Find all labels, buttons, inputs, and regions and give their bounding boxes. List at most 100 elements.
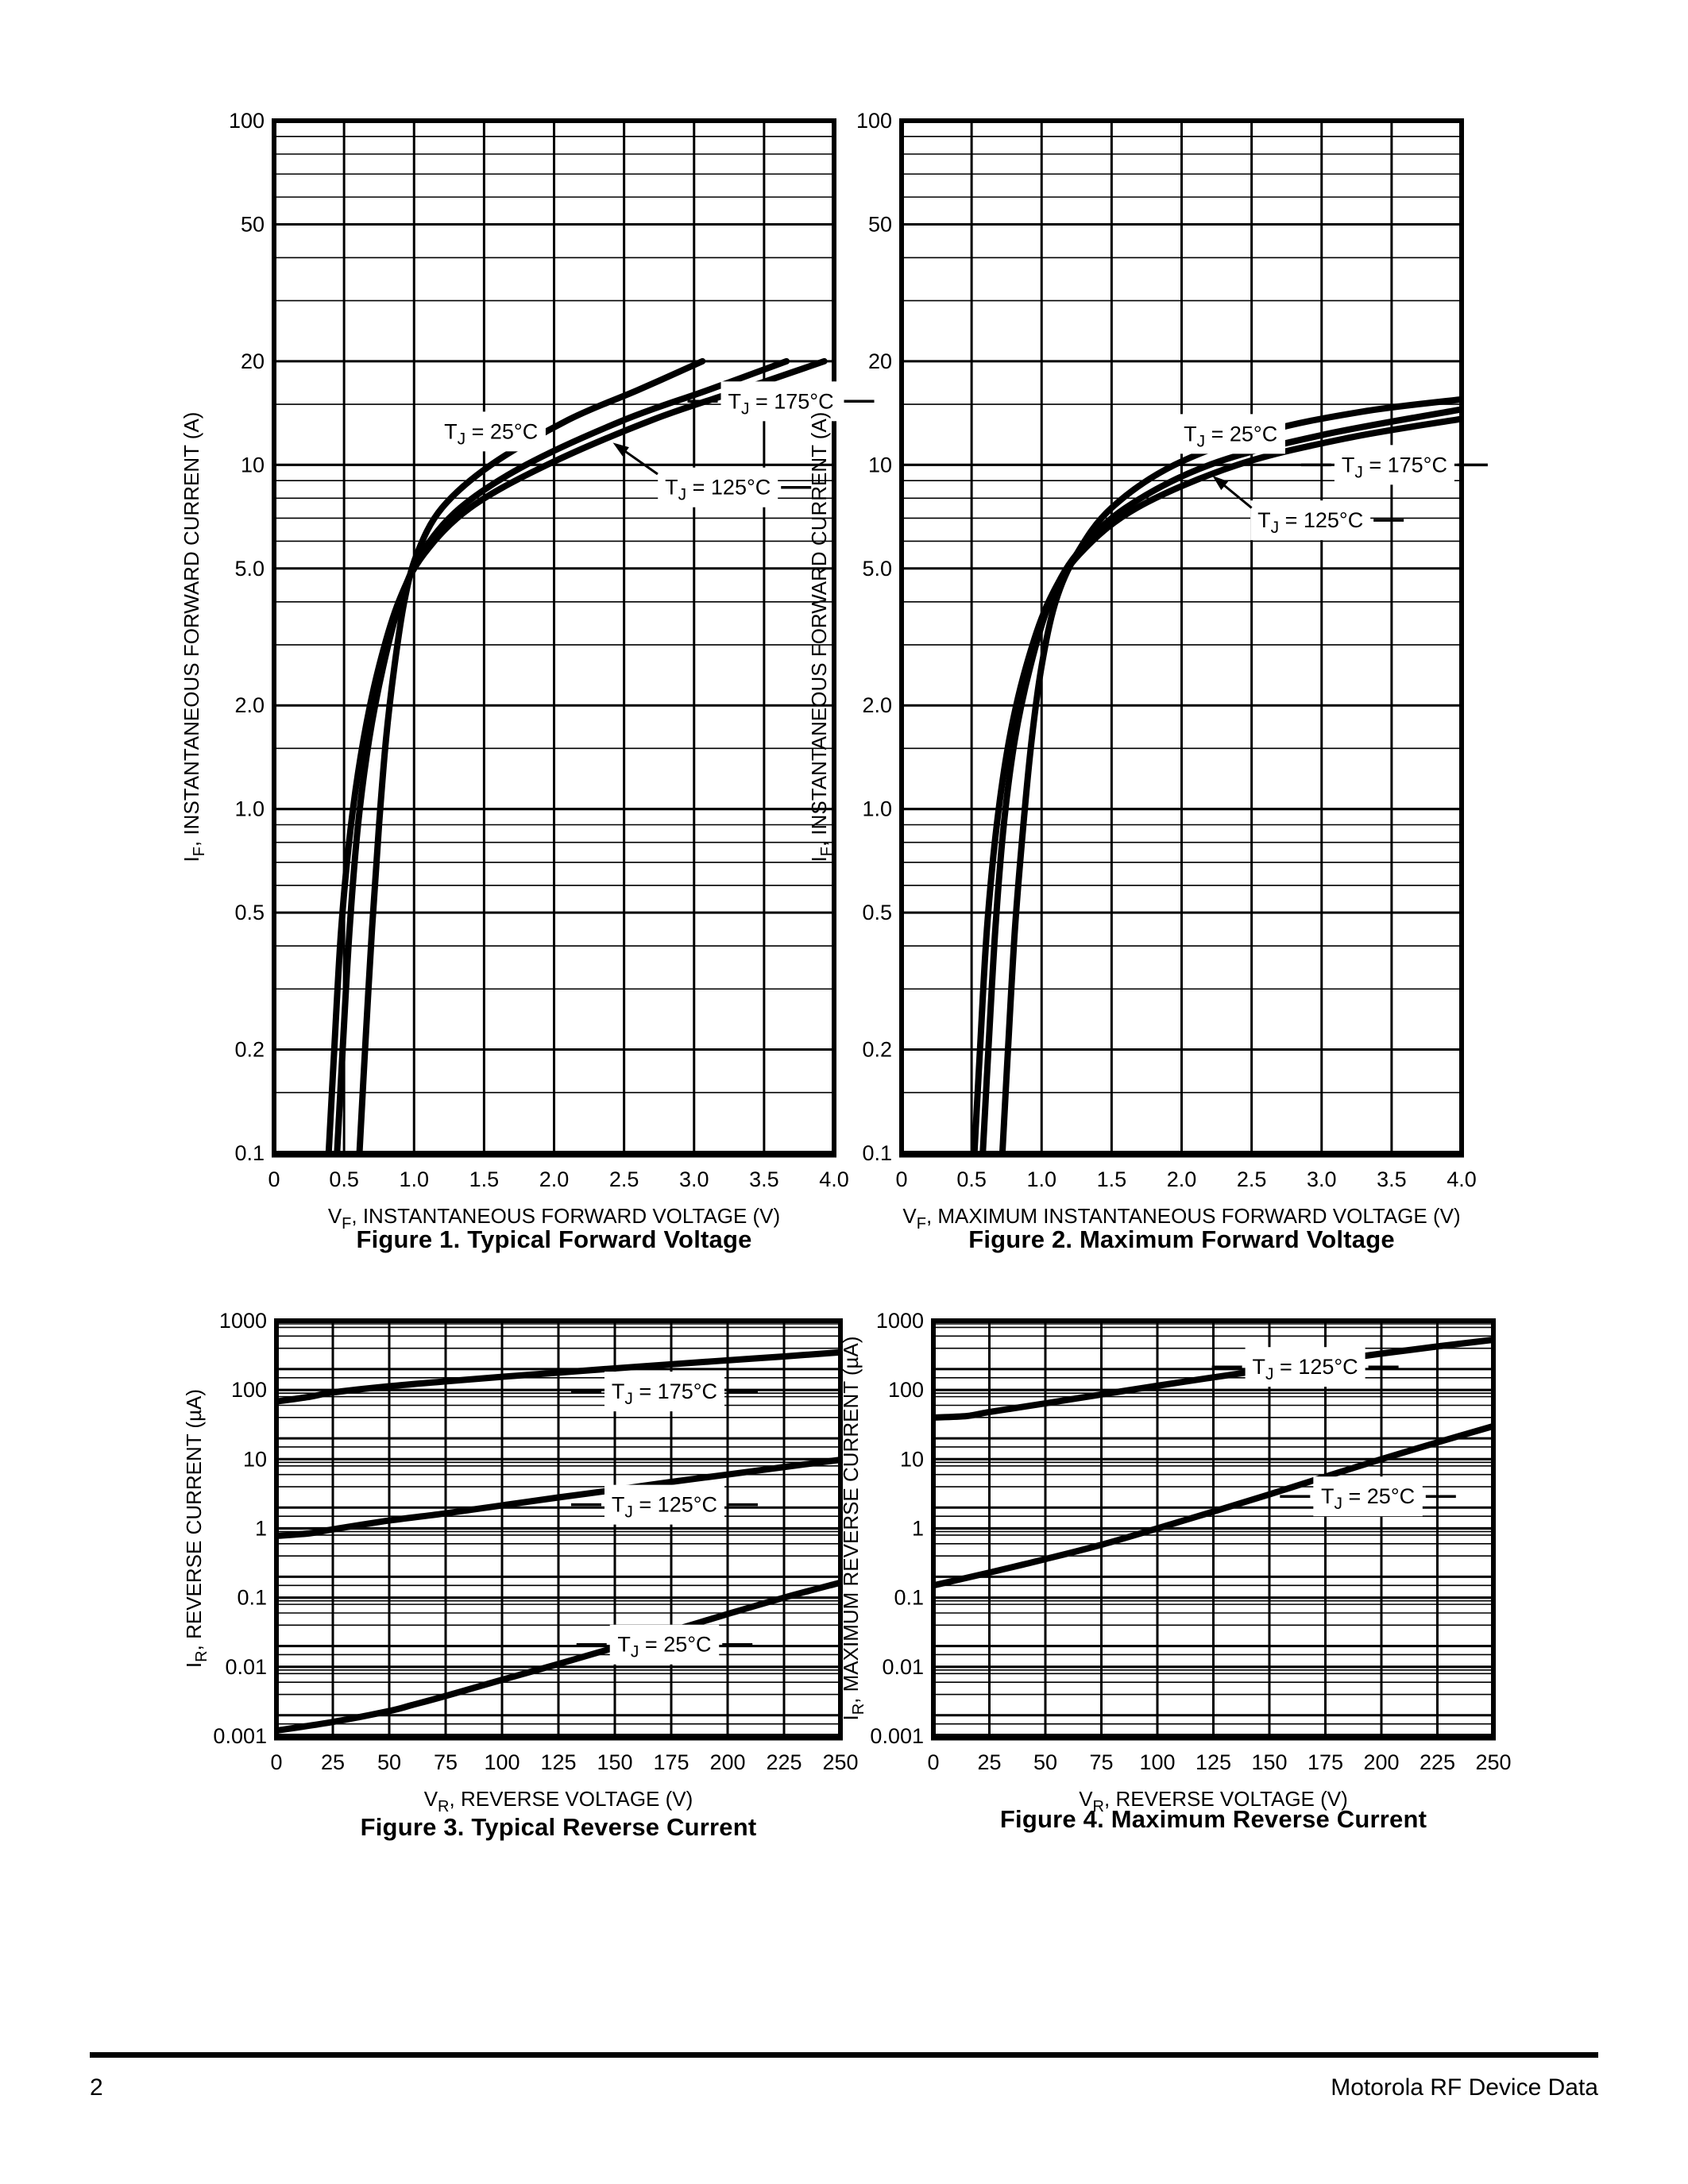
y-axis-title: IF, INSTANTANEOUS FORWARD CURRENT (A) (180, 412, 208, 862)
x-tick-label: 25 (977, 1750, 1001, 1774)
curve-25C (356, 357, 706, 1156)
x-tick-label: 1.0 (399, 1167, 429, 1191)
curve-125C (932, 1337, 1495, 1421)
y-tick-label: 1 (255, 1517, 267, 1541)
x-tick-label: 0 (927, 1750, 939, 1774)
figure-3-caption: Figure 3. Typical Reverse Current (360, 1813, 757, 1841)
x-tick-label: 200 (1363, 1750, 1399, 1774)
curve-label: TJ = 125°C (1257, 508, 1363, 537)
label-arrowhead (1212, 475, 1229, 491)
figure-4-caption: Figure 4. Maximum Reverse Current (999, 1805, 1427, 1833)
footer-brand-text: Motorola RF Device Data (1331, 2074, 1598, 2101)
x-tick-label: 50 (377, 1750, 401, 1774)
y-tick-label: 1.0 (862, 797, 892, 821)
curve-label: TJ = 175°C (1342, 453, 1447, 481)
x-tick-label: 2.5 (609, 1167, 639, 1191)
x-tick-label: 0.5 (956, 1167, 987, 1191)
x-tick-label: 4.0 (819, 1167, 849, 1191)
curve-label-bg (1245, 1347, 1365, 1387)
curve-175C (971, 415, 1463, 1156)
x-axis-title: VF, MAXIMUM INSTANTANEOUS FORWARD VOLTAG… (902, 1204, 1460, 1233)
y-tick-label: 2.0 (862, 693, 892, 717)
x-tick-label: 4.0 (1447, 1167, 1477, 1191)
x-tick-label: 2.5 (1237, 1167, 1267, 1191)
x-tick-label: 0.5 (329, 1167, 359, 1191)
curve-25C (932, 1422, 1495, 1589)
y-tick-label: 100 (856, 109, 892, 133)
figure-2-caption: Figure 2. Maximum Forward Voltage (968, 1225, 1395, 1253)
y-tick-label: 100 (231, 1378, 267, 1402)
curve-label-bg (609, 1624, 720, 1665)
x-tick-label: 1.5 (469, 1167, 500, 1191)
y-tick-label: 0.2 (234, 1038, 265, 1062)
footer-rule (90, 2052, 1598, 2058)
curve-label: TJ = 175°C (612, 1379, 717, 1408)
x-tick-label: 250 (1475, 1750, 1511, 1774)
x-tick-label: 2.0 (539, 1167, 570, 1191)
x-tick-label: 175 (1308, 1750, 1343, 1774)
figure-4-chart: TJ = 125°CTJ = 25°C10001001010.10.010.00… (839, 1309, 1512, 1815)
x-tick-label: 100 (1139, 1750, 1175, 1774)
curve-label: TJ = 125°C (1253, 1355, 1358, 1383)
y-tick-label: 5.0 (862, 557, 892, 581)
curve-label-bg (1313, 1476, 1423, 1517)
y-tick-label: 0.1 (862, 1141, 892, 1165)
y-tick-label: 10 (241, 453, 265, 477)
curve-label: TJ = 125°C (665, 476, 771, 504)
curve-label-bg (1250, 500, 1371, 541)
curve-label: TJ = 25°C (1321, 1484, 1415, 1513)
x-tick-label: 75 (434, 1750, 458, 1774)
x-axis-title: VF, INSTANTANEOUS FORWARD VOLTAGE (V) (328, 1204, 780, 1233)
curve-label: TJ = 25°C (617, 1633, 711, 1661)
figure-1-caption: Figure 1. Typical Forward Voltage (356, 1225, 752, 1253)
y-tick-label: 10 (243, 1447, 267, 1471)
x-tick-label: 100 (484, 1750, 520, 1774)
x-tick-label: 3.0 (1307, 1167, 1337, 1191)
label-arrowhead (612, 442, 629, 457)
y-tick-label: 0.001 (870, 1724, 924, 1748)
y-tick-label: 5.0 (234, 557, 265, 581)
curve-label-bg (604, 1372, 724, 1412)
curve-label: TJ = 175°C (728, 389, 833, 418)
curve-label-bg (436, 411, 546, 452)
x-tick-label: 225 (1420, 1750, 1455, 1774)
y-tick-label: 0.01 (882, 1655, 924, 1679)
y-tick-label: 0.1 (234, 1141, 265, 1165)
y-tick-label: 2.0 (234, 693, 265, 717)
y-axis-title: IR, REVERSE CURRENT (µA) (182, 1389, 211, 1668)
y-tick-label: 1000 (219, 1309, 267, 1333)
x-tick-label: 25 (321, 1750, 345, 1774)
x-tick-label: 200 (709, 1750, 745, 1774)
x-tick-label: 50 (1033, 1750, 1057, 1774)
footer-page-number: 2 (90, 2074, 103, 2101)
y-tick-label: 10 (900, 1447, 924, 1471)
figure-1-chart: TJ = 25°C TJ = 125°C TJ = 175°C 100 50 20 10 5.… (180, 109, 875, 1233)
curve-175C (275, 1349, 842, 1405)
x-tick-label: 150 (1251, 1750, 1287, 1774)
y-tick-label: 0.1 (237, 1586, 267, 1610)
y-tick-label: 100 (888, 1378, 924, 1402)
label-arrow-line (1220, 481, 1253, 509)
y-tick-label: 0.001 (213, 1724, 267, 1748)
y-tick-label: 0.01 (225, 1655, 267, 1679)
y-tick-label: 0.1 (894, 1586, 924, 1610)
curve-label-bg (720, 381, 841, 422)
y-tick-label: 50 (241, 212, 265, 236)
x-tick-label: 1.0 (1026, 1167, 1056, 1191)
label-arrow-line (621, 448, 659, 476)
x-tick-label: 2.0 (1167, 1167, 1197, 1191)
x-tick-label: 1.5 (1097, 1167, 1127, 1191)
x-tick-label: 0 (268, 1167, 280, 1191)
curve-label: TJ = 25°C (1184, 422, 1277, 450)
y-tick-label: 20 (241, 349, 265, 373)
figure-3-chart: TJ = 175°CTJ = 125°CTJ = 25°C10001001010… (182, 1309, 859, 1815)
x-tick-label: 0 (895, 1167, 907, 1191)
x-tick-label: 175 (653, 1750, 689, 1774)
x-tick-label: 3.5 (749, 1167, 779, 1191)
y-tick-label: 1.0 (234, 797, 265, 821)
y-tick-label: 0.5 (862, 901, 892, 924)
curve-175C (325, 357, 828, 1156)
y-axis-title: IR, MAXIMUM REVERSE CURRENT (µA) (839, 1337, 867, 1721)
x-tick-label: 75 (1089, 1750, 1113, 1774)
curve-label: TJ = 125°C (612, 1493, 717, 1522)
